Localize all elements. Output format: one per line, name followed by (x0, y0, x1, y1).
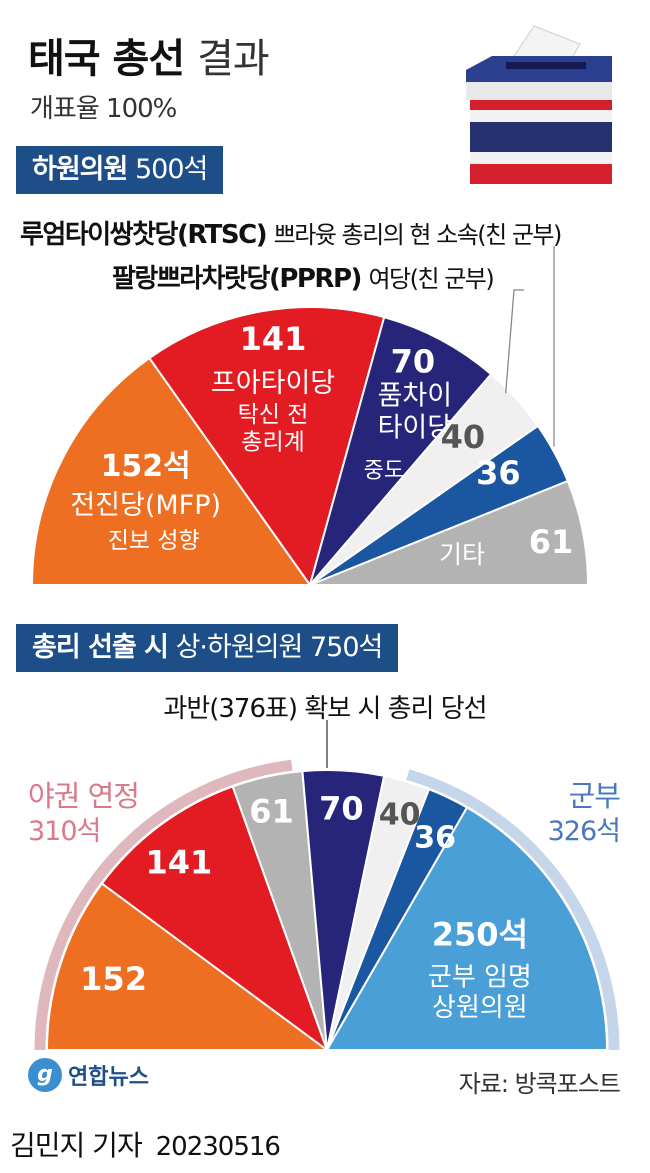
house-label: 하원의원 (32, 154, 128, 185)
rtsc-name: 루엄타이쌍찻당(RTSC) (20, 220, 268, 250)
pheu-thai-desc-line-2: 총리계 (241, 429, 304, 455)
subtitle: 개표율 100% (30, 94, 177, 124)
title-light: 결과 (197, 36, 270, 82)
byline-author: 김민지 기자 (10, 1129, 143, 1162)
opposition-bloc-seats: 310석 (28, 816, 101, 847)
pheu-thai-name: 프아타이당 (211, 368, 335, 399)
pm-senate-name-line-2: 상원의원 (432, 993, 528, 1023)
flag-stripe-white-top (470, 110, 612, 122)
pm-senate-label: 250석 (432, 916, 528, 954)
pm-bhumjaithai-label: 70 (319, 789, 364, 827)
pm-rtsc-label: 36 (414, 821, 456, 856)
pprp-name: 팔랑쁘라차랏당(PPRP) (112, 264, 362, 294)
mfp-seat-label: 152석 (101, 449, 191, 484)
title-bold: 태국 총선 (28, 36, 185, 82)
pm-senate-name-line-1: 군부 임명 (428, 963, 532, 993)
bhumjaithai-seat-label: 70 (391, 343, 436, 381)
ballot-slot (506, 62, 586, 69)
majority-note: 과반(376표) 확보 시 총리 당선 (163, 694, 487, 724)
pm-detail: 상·하원의원 750석 (175, 632, 384, 663)
mfp-name: 전진당(MFP) (70, 490, 221, 521)
pm-label: 총리 선출 시 (32, 632, 169, 663)
military-bloc-arc (406, 769, 620, 1051)
bhumjaithai-name-line-1: 품차이 (378, 381, 453, 412)
house-slice-6 (309, 479, 590, 586)
others-name: 기타 (439, 540, 485, 569)
mfp-desc: 진보 성향 (108, 528, 200, 554)
pheu-thai-desc-line-1: 탁신 전 (238, 402, 309, 428)
opposition-bloc-arc (34, 759, 293, 1051)
flag-stripe-red-top (470, 100, 612, 110)
others-seat-label: 61 (529, 523, 574, 561)
house-slice-1 (30, 356, 312, 586)
military-bloc-label: 군부 326석 (547, 778, 621, 850)
pprp-leader-line (505, 289, 524, 394)
pm-slice-7 (325, 806, 609, 1051)
opposition-bloc-name: 야권 연정 (28, 779, 140, 813)
rtsc-desc: 쁘라윳 총리의 현 소속(친 군부) (273, 221, 563, 249)
yonhap-logo-text: 연합뉴스 (68, 1065, 149, 1090)
byline: 김민지 기자 20230516 (10, 1124, 281, 1164)
house-slice-3 (309, 315, 493, 586)
page-title: 태국 총선 결과 (28, 26, 270, 84)
rtsc-seat-label: 36 (476, 454, 521, 492)
military-bloc-name: 군부 (568, 779, 621, 813)
party-note-pprp: 팔랑쁘라차랏당(PPRP) 여당(친 군부) (112, 258, 495, 295)
bhumjaithai-desc: 중도 (364, 459, 404, 484)
opposition-bloc-label: 야권 연정 310석 (28, 778, 140, 850)
house-section-label: 하원의원 500석 (16, 146, 224, 194)
pprp-seat-label: 40 (441, 418, 486, 456)
pm-pprp-label: 40 (379, 797, 421, 832)
pheu-thai-seat-label: 141 (240, 320, 307, 358)
byline-date: 20230516 (155, 1132, 281, 1162)
pm-section-label: 총리 선출 시 상·하원의원 750석 (16, 624, 399, 672)
house-seats: 500석 (134, 154, 208, 185)
pm-mfp-label: 152 (80, 960, 147, 998)
ballot-box-icon (466, 25, 612, 184)
yonhap-logo: g 연합뉴스 (28, 1058, 149, 1092)
flag-stripe-red-bottom (470, 164, 612, 184)
pm-slice-1 (45, 882, 331, 1051)
pm-others-label: 61 (249, 793, 294, 831)
ballot-box-rim (466, 82, 612, 100)
source-note: 자료: 방콕포스트 (458, 1070, 621, 1098)
yonhap-logo-mark: g (28, 1058, 62, 1092)
pm-pheu-thai-label: 141 (145, 843, 212, 881)
flag-stripe-white-bottom (470, 152, 612, 164)
pm-slice-2 (100, 785, 330, 1053)
pprp-desc: 여당(친 군부) (368, 265, 494, 293)
flag-stripe-blue (470, 122, 612, 152)
party-note-rtsc: 루엄타이쌍찻당(RTSC) 쁘라윳 총리의 현 소속(친 군부) (20, 214, 563, 251)
house-slice-2 (148, 306, 386, 588)
bhumjaithai-name-line-2: 타이당 (378, 413, 453, 444)
military-bloc-seats: 326석 (547, 816, 621, 847)
